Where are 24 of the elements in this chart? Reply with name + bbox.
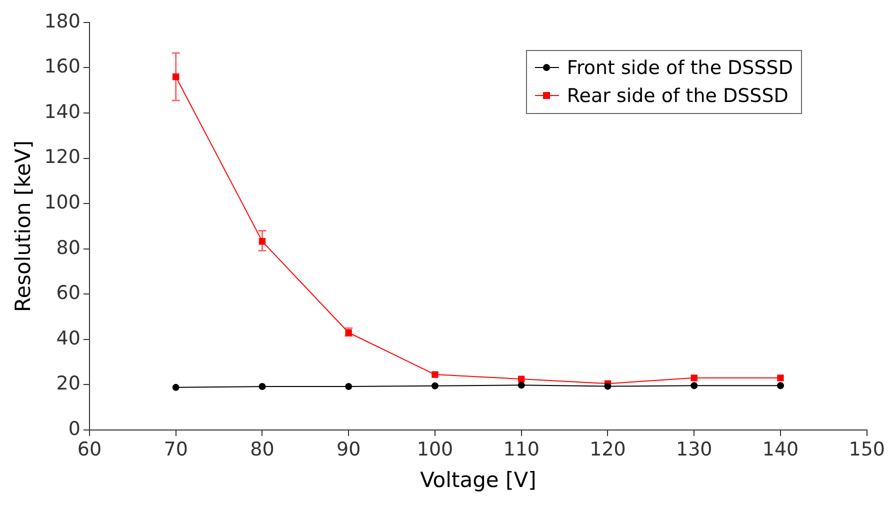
x-tick-label: 70	[164, 438, 188, 460]
y-tick-label: 40	[56, 327, 80, 350]
x-tick-label: 60	[77, 438, 102, 460]
y-tick-label: 120	[44, 146, 80, 168]
x-tick-label: 130	[676, 438, 712, 460]
x-tick-label: 80	[250, 438, 274, 460]
x-tick-label: 90	[336, 438, 361, 460]
y-tick-label: 80	[56, 236, 80, 259]
y-tick-label: 0	[68, 418, 80, 440]
x-tick-label: 100	[416, 438, 454, 460]
legend-label: Rear side of the DSSSD	[566, 84, 788, 109]
y-tick-label: 140	[44, 100, 80, 123]
x-tick-label: 150	[848, 438, 885, 460]
y-tick-label: 60	[56, 282, 80, 304]
x-tick-label: 110	[503, 438, 540, 460]
y-tick-label: 180	[44, 10, 80, 32]
y-tick-label: 100	[44, 191, 80, 214]
x-axis-title: Voltage [V]	[420, 468, 536, 492]
x-tick-label: 140	[762, 438, 799, 460]
y-axis-title: Resolution [keV]	[11, 140, 36, 312]
y-tick-label: 20	[56, 372, 80, 395]
y-tick-label: 160	[44, 56, 80, 78]
x-tick-label: 120	[590, 438, 626, 460]
legend-label: Front side of the DSSSD	[566, 56, 793, 81]
